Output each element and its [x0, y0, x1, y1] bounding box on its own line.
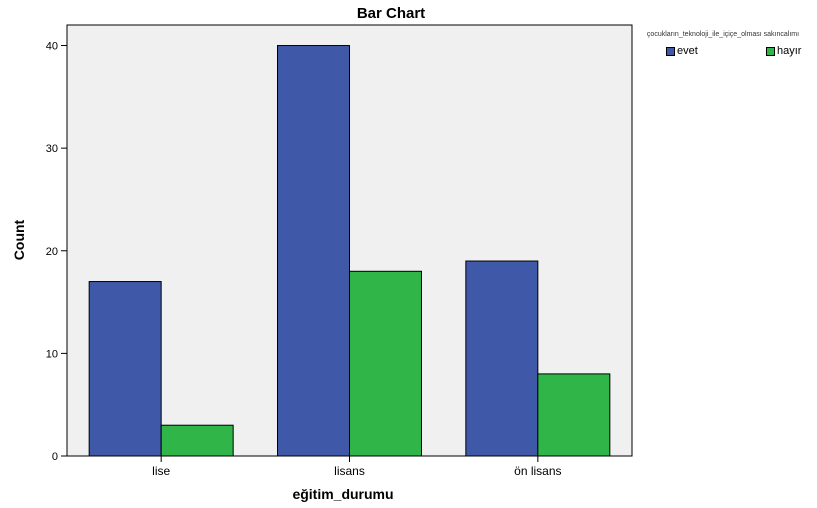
legend-title: çocukların_teknoloji_ile_içiçe_olması sa… — [646, 31, 800, 38]
x-tick-label: lise — [152, 464, 170, 478]
bar-hayr-1 — [349, 270, 422, 457]
bar-hayr-0 — [160, 424, 234, 457]
bars — [88, 45, 611, 457]
chart-title: Bar Chart — [357, 5, 425, 22]
y-tick-label: 0 — [52, 451, 58, 463]
legend-swatch-evet — [666, 46, 675, 56]
x-axis-label: eğitim_durumu — [292, 486, 393, 502]
y-axis: 0 10 20 30 40 — [46, 41, 67, 463]
y-tick-label: 10 — [46, 348, 58, 360]
legend-item-hayir: hayır — [766, 45, 801, 57]
y-tick-label: 40 — [46, 41, 58, 53]
legend-label-hayir: hayır — [777, 45, 802, 57]
x-axis: lise lisans ön lisans — [152, 456, 562, 478]
bar-evet-0 — [88, 281, 162, 457]
bar-evet-2 — [465, 260, 539, 457]
y-tick-label: 30 — [46, 143, 58, 155]
y-tick-label: 20 — [46, 246, 58, 258]
x-tick-label: lisans — [334, 464, 365, 478]
y-axis-label: Count — [11, 219, 27, 260]
legend-item-evet: evet — [666, 45, 698, 57]
legend-swatch-hayir — [766, 46, 775, 56]
bar-evet-1 — [277, 45, 350, 457]
legend: çocukların_teknoloji_ile_içiçe_olması sa… — [632, 31, 814, 57]
legend-label-evet: evet — [677, 45, 698, 57]
x-tick-label: ön lisans — [514, 464, 561, 478]
bar-hayr-2 — [537, 373, 611, 457]
